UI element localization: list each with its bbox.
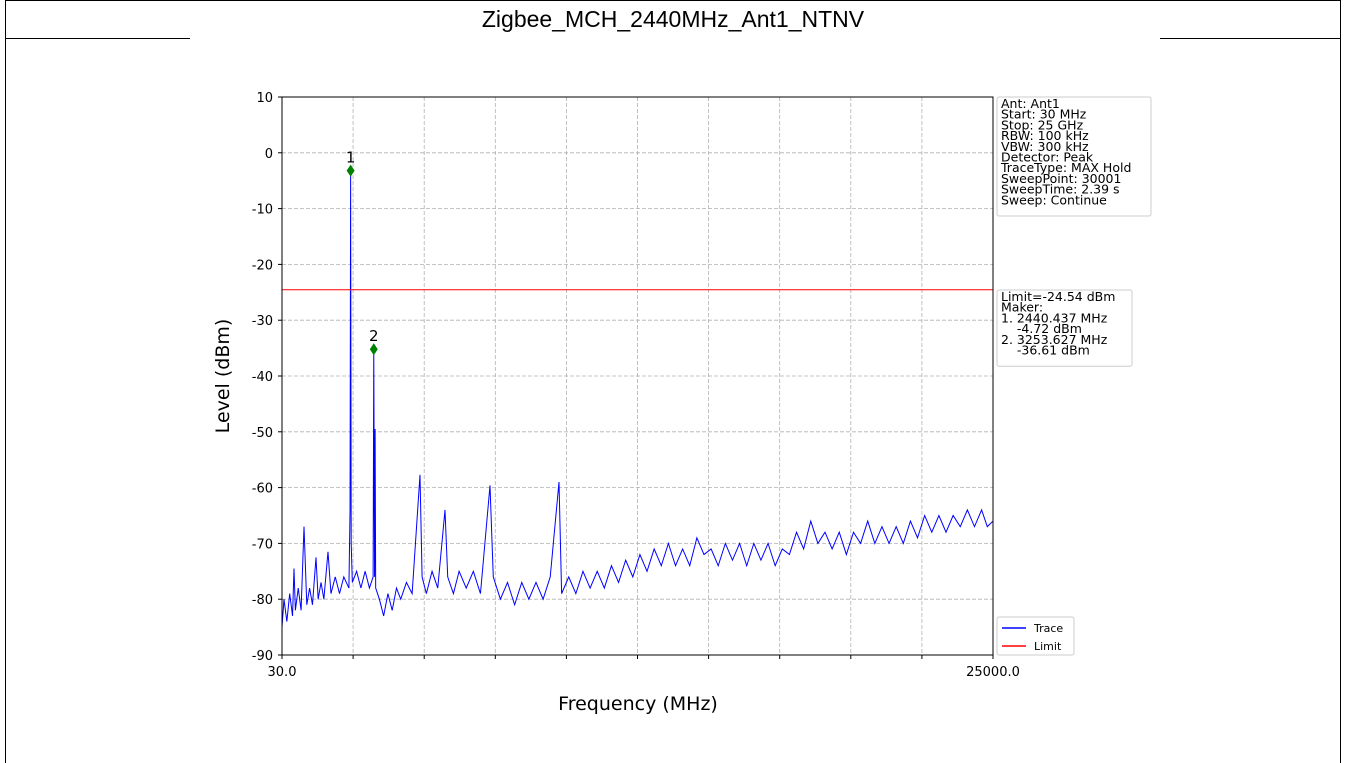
info-box (996, 96, 1152, 217)
trace-line (281, 170, 994, 628)
info-line: Maker: (1001, 300, 1043, 315)
legend-label: Trace (1033, 622, 1063, 635)
y-tick-label: -50 (252, 426, 273, 441)
info-line: Start: 30 MHz (1001, 107, 1087, 122)
y-tick-label: 0 (265, 147, 273, 162)
info-line: VBW: 300 kHz (1001, 139, 1089, 154)
marker-label: 1 (346, 149, 356, 167)
info-line: 2. 3253.627 MHz (1001, 332, 1108, 347)
info-line: Detector: Peak (1001, 150, 1094, 165)
info-line: Ant: Ant1 (1001, 96, 1060, 111)
info-line: TraceType: MAX Hold (1000, 160, 1131, 175)
legend-label: Limit (1034, 640, 1062, 653)
info-line: RBW: 100 kHz (1001, 128, 1089, 143)
frame (5, 0, 1341, 763)
y-tick-label: -40 (252, 370, 273, 385)
y-tick-label: -70 (252, 537, 273, 552)
x-tick-label: 25000.0 (966, 665, 1020, 680)
peak-marker (369, 343, 378, 356)
x-axis-label: Frequency (MHz) (558, 693, 718, 715)
y-tick-label: -20 (252, 258, 273, 273)
info-box (996, 289, 1133, 367)
info-line: -36.61 dBm (1001, 343, 1090, 358)
y-tick-label: 10 (256, 91, 273, 106)
y-tick-label: -80 (252, 593, 273, 608)
y-tick-label: -60 (252, 482, 273, 497)
y-tick-label: -10 (252, 203, 273, 218)
info-line: Limit=-24.54 dBm (1001, 289, 1115, 304)
info-line: Stop: 25 GHz (1001, 117, 1084, 132)
marker-label: 2 (369, 327, 379, 345)
info-line: -4.72 dBm (1001, 321, 1082, 336)
info-line: SweepTime: 2.39 s (1001, 182, 1120, 197)
y-axis-label: Level (dBm) (212, 319, 234, 434)
info-line: 1. 2440.437 MHz (1001, 310, 1108, 325)
chart-title: Zigbee_MCH_2440MHz_Ant1_NTNV (482, 6, 865, 32)
y-tick-label: -30 (252, 314, 273, 329)
x-tick-label: 30.0 (268, 665, 297, 680)
y-tick-label: -90 (252, 649, 273, 664)
info-line: SweepPoint: 30001 (1001, 171, 1121, 186)
peak-marker (346, 164, 355, 177)
info-line: Sweep: Continue (1001, 192, 1107, 207)
plot-frame (281, 96, 994, 656)
